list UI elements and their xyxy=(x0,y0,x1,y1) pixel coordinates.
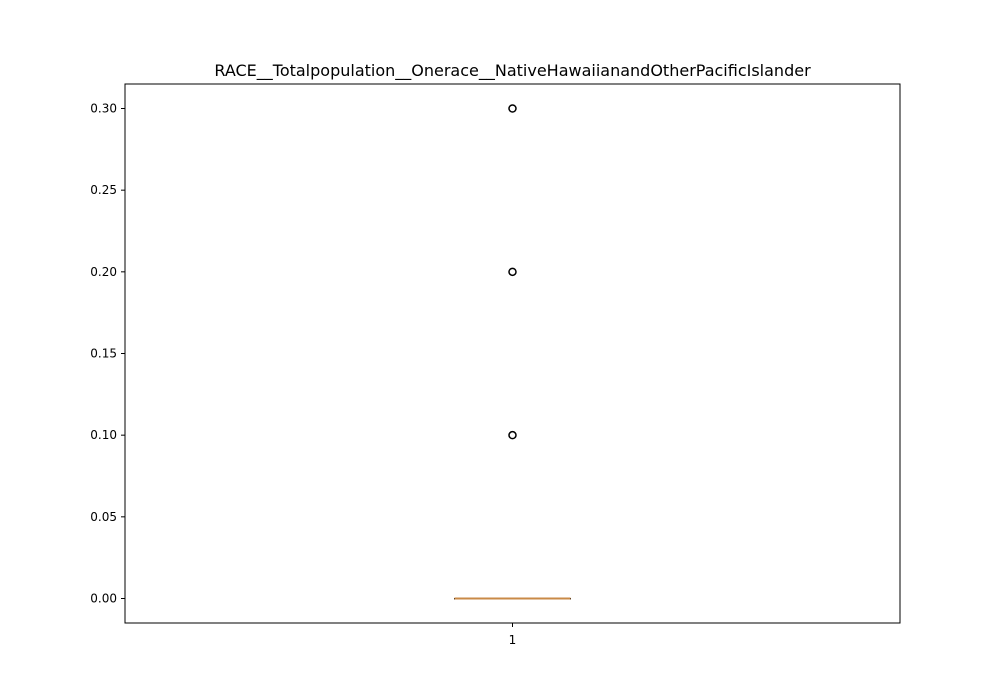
outlier-point xyxy=(508,267,517,277)
chart-title: RACE__Totalpopulation__Onerace__NativeHa… xyxy=(214,61,811,81)
plot-area: 0.00 0.05 0.10 0.15 0.20 0.25 0.30 1 xyxy=(90,102,571,647)
y-tick-label: 0.00 xyxy=(90,592,117,606)
y-tick-label: 0.05 xyxy=(90,510,117,524)
y-tick-label: 0.10 xyxy=(90,428,117,442)
outlier-point xyxy=(508,104,517,113)
outlier-point xyxy=(508,430,517,440)
x-tick-label: 1 xyxy=(509,633,517,647)
y-tick-label: 0.20 xyxy=(90,265,117,279)
axes-frame xyxy=(124,83,901,624)
y-tick-label: 0.30 xyxy=(90,102,117,116)
y-tick-label: 0.15 xyxy=(90,347,117,361)
y-tick-label: 0.25 xyxy=(90,183,117,197)
